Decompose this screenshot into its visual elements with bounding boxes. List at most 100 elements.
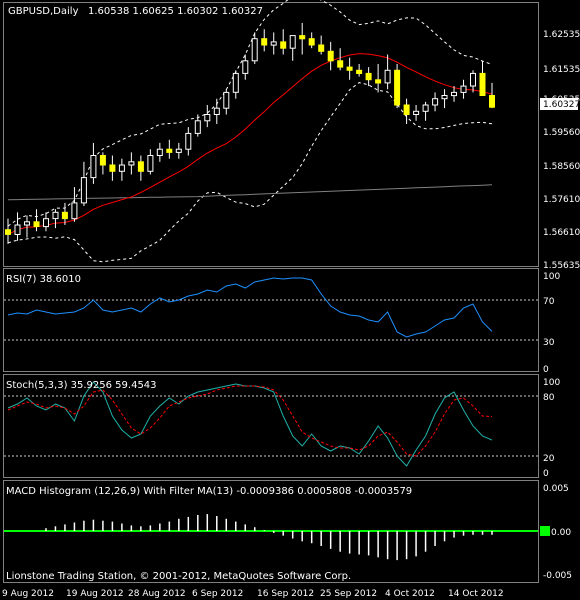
candle — [5, 229, 11, 235]
candle — [128, 161, 135, 166]
candle — [451, 91, 457, 97]
copyright-text: Lionstone Trading Station, © 2001-2012, … — [6, 571, 351, 582]
current-price-box — [540, 98, 578, 110]
rsi-line — [7, 277, 493, 338]
candle — [213, 107, 220, 115]
candle — [432, 98, 439, 106]
rsi-panel-frame — [3, 268, 539, 372]
date-label: 19 Aug 2012 — [66, 589, 124, 599]
candle — [346, 66, 353, 71]
macd-label: MACD Histogram (12,26,9) With Filter MA(… — [6, 486, 412, 497]
candle — [460, 85, 467, 93]
candle — [71, 202, 78, 220]
rsi-series-line — [7, 277, 493, 338]
price-axis: 1.62535 1.61535 1.60535 1.59560 1.58560 … — [540, 30, 580, 271]
candle — [175, 148, 182, 153]
candle — [270, 41, 277, 46]
time-axis: 9 Aug 2012 19 Aug 2012 28 Aug 2012 6 Sep… — [2, 589, 504, 599]
date-label: 4 Oct 2012 — [385, 589, 435, 599]
candle — [90, 155, 97, 179]
candle — [232, 72, 239, 93]
rsi-axis: 100 70 30 0 — [543, 272, 560, 375]
candle — [147, 155, 154, 172]
macd-current-label: 0.00 — [551, 528, 571, 538]
price-tick: 1.55635 — [543, 261, 580, 271]
stoch-label: Stoch(5,3,3) 35.9256 59.4543 — [6, 380, 157, 391]
stoch-lines — [7, 381, 493, 467]
date-label: 25 Sep 2012 — [320, 589, 377, 599]
date-label: 9 Aug 2012 — [2, 589, 54, 599]
candle — [375, 79, 382, 84]
candle — [384, 69, 391, 84]
candle — [299, 35, 306, 40]
short-moving-average — [7, 53, 493, 235]
date-label: 16 Sep 2012 — [257, 589, 314, 599]
date-label: 28 Aug 2012 — [128, 589, 186, 599]
candle — [251, 38, 258, 62]
candle — [441, 95, 448, 100]
macd-histogram — [4, 514, 538, 561]
long-moving-average — [7, 184, 493, 201]
price-panel-frame — [3, 2, 539, 267]
rsi-tick: 70 — [543, 297, 555, 307]
current-price-label: 1.60327 — [543, 100, 580, 110]
rsi-label: RSI(7) 38.6010 — [6, 274, 81, 285]
date-label: 14 Oct 2012 — [448, 589, 504, 599]
price-tick: 1.61535 — [543, 65, 580, 75]
rsi-tick: 0 — [543, 365, 549, 375]
candle — [118, 164, 125, 172]
price-tick: 1.58560 — [543, 162, 580, 172]
stoch-axis: 100 80 20 0 — [543, 378, 560, 479]
date-label: 6 Sep 2012 — [192, 589, 243, 599]
candle — [33, 221, 40, 228]
candle — [308, 38, 315, 46]
candle — [61, 211, 68, 220]
candle — [204, 114, 211, 122]
rsi-tick: 30 — [543, 338, 555, 348]
price-tick: 1.57610 — [543, 195, 580, 205]
candle — [24, 221, 30, 226]
candle — [109, 164, 116, 172]
macd-axis: 0.005 0.00 -0.005 — [540, 484, 572, 581]
price-tick: 1.62535 — [543, 30, 580, 40]
candle — [470, 72, 476, 87]
candle — [403, 104, 410, 115]
candle — [223, 91, 230, 109]
candle — [156, 148, 163, 156]
candle — [99, 155, 106, 166]
lower-band — [7, 82, 493, 263]
symbol-label: GBPUSD,Daily — [8, 6, 79, 17]
candle — [194, 120, 201, 134]
candle — [394, 69, 401, 106]
macd-current-box — [540, 526, 550, 536]
candle — [43, 218, 49, 228]
candle — [413, 110, 420, 116]
moving-averages — [7, 53, 493, 235]
rsi-tick: 100 — [543, 272, 560, 282]
stoch-panel-frame — [3, 374, 539, 478]
price-tick: 1.56610 — [543, 228, 580, 238]
bollinger-bands — [7, 0, 493, 263]
candles — [5, 22, 495, 244]
candle — [137, 161, 144, 172]
candle — [422, 104, 429, 112]
macd-panel-frame — [3, 480, 539, 583]
stoch-main-line — [7, 381, 493, 467]
price-tick: 1.59560 — [543, 128, 580, 138]
stoch-tick: 0 — [543, 469, 549, 479]
candle — [166, 148, 173, 153]
candle — [356, 69, 363, 75]
candle — [185, 132, 192, 150]
stoch-tick: 20 — [543, 454, 555, 464]
candle — [261, 38, 268, 46]
ohlc-values: 1.60538 1.60625 1.60302 1.60327 — [88, 6, 263, 17]
indicator-levels — [4, 299, 538, 457]
candle — [479, 72, 486, 97]
stoch-tick: 100 — [543, 378, 560, 388]
upper-band — [7, 0, 493, 227]
candle — [14, 224, 21, 235]
macd-tick: 0.005 — [543, 484, 569, 494]
candle — [80, 177, 87, 204]
candle — [289, 35, 296, 49]
